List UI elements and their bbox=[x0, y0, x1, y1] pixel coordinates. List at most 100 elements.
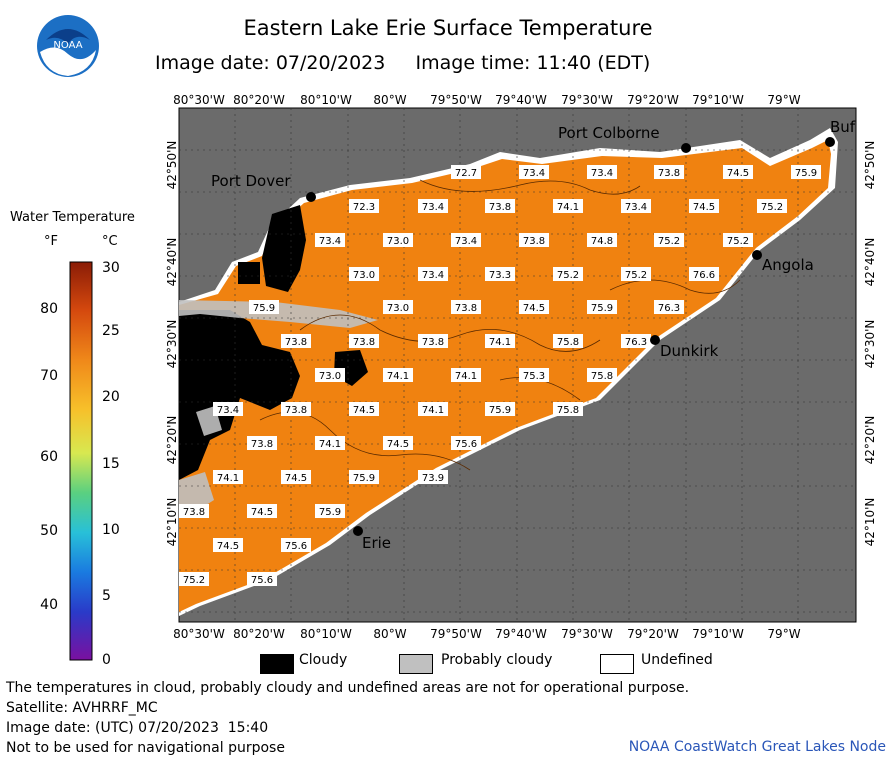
temperature-label-box bbox=[349, 199, 379, 213]
lon-label: 79°20'W bbox=[627, 627, 679, 641]
temperature-label: 73.4 bbox=[621, 199, 651, 213]
temperature-label-box bbox=[418, 334, 448, 348]
place-label: Port Colborne bbox=[558, 124, 660, 142]
temperature-label: 75.2 bbox=[654, 233, 684, 247]
temperature-label-box bbox=[757, 199, 787, 213]
footer-note: The temperatures in cloud, probably clou… bbox=[6, 680, 690, 696]
temperature-label: 73.0 bbox=[315, 368, 345, 382]
lon-label: 80°W bbox=[373, 627, 406, 641]
lon-label: 80°W bbox=[373, 93, 406, 107]
lat-label: 42°40'N bbox=[165, 238, 179, 287]
temperature-value: 74.1 bbox=[217, 473, 239, 484]
temperature-labels: 72.7 73.4 73.4 73.8 74.5 75.9 72.3 73.4 73.8 74.1… bbox=[179, 165, 821, 586]
temperature-label-box bbox=[553, 334, 583, 348]
place-label: Port Dover bbox=[211, 172, 291, 190]
temperature-value: 75.6 bbox=[455, 439, 477, 450]
colorbar-title: Water Temperature bbox=[10, 210, 135, 225]
temperature-label-box bbox=[281, 470, 311, 484]
temperature-label: 75.2 bbox=[179, 572, 209, 586]
temperature-value: 72.3 bbox=[353, 202, 375, 213]
image-date: Image date: 07/20/2023 bbox=[155, 52, 386, 74]
lon-label: 80°30'W bbox=[173, 627, 225, 641]
noaa-logo: NOAA bbox=[37, 15, 99, 77]
temperature-value: 73.8 bbox=[285, 337, 307, 348]
temperature-label: 74.5 bbox=[519, 300, 549, 314]
colorbar-f-tick: 70 bbox=[40, 368, 58, 384]
map-grid bbox=[179, 108, 856, 622]
temperature-value: 73.4 bbox=[217, 405, 239, 416]
temperature-label: 75.8 bbox=[587, 368, 617, 382]
temperature-label: 73.4 bbox=[519, 165, 549, 179]
colorbar-c-tick: 0 bbox=[102, 652, 111, 668]
temperature-value: 74.5 bbox=[353, 405, 375, 416]
temperature-label: 75.9 bbox=[587, 300, 617, 314]
temperature-label-box bbox=[654, 233, 684, 247]
temperature-label-box bbox=[383, 436, 413, 450]
temperature-label: 75.6 bbox=[451, 436, 481, 450]
temperature-label-box bbox=[689, 199, 719, 213]
temperature-label-box bbox=[791, 165, 821, 179]
temperature-label-box bbox=[553, 267, 583, 281]
colorbar-c-tick: 20 bbox=[102, 389, 120, 405]
temperature-value: 73.8 bbox=[523, 236, 545, 247]
temperature-label: 75.6 bbox=[281, 538, 311, 552]
lon-label: 80°10'W bbox=[300, 627, 352, 641]
lat-label: 42°40'N bbox=[863, 238, 877, 287]
temperature-value: 73.4 bbox=[422, 270, 444, 281]
temperature-value: 75.8 bbox=[557, 405, 579, 416]
temperature-label-box bbox=[247, 572, 277, 586]
temperature-label: 73.8 bbox=[179, 504, 209, 518]
temperature-value: 73.4 bbox=[625, 202, 647, 213]
temperature-label-box bbox=[587, 300, 617, 314]
temperature-label: 74.5 bbox=[281, 470, 311, 484]
temperature-label-box bbox=[418, 470, 448, 484]
colorbar-f-tick: 50 bbox=[40, 523, 58, 539]
place-label: Buf bbox=[830, 118, 856, 136]
temperature-label-box bbox=[315, 504, 345, 518]
lon-label: 79°30'W bbox=[561, 627, 613, 641]
temperature-label: 73.4 bbox=[451, 233, 481, 247]
lon-label: 79°20'W bbox=[627, 93, 679, 107]
temperature-value: 75.8 bbox=[591, 371, 613, 382]
temperature-label: 74.5 bbox=[383, 436, 413, 450]
noaa-logo-text: NOAA bbox=[53, 40, 82, 51]
temperature-label: 74.1 bbox=[315, 436, 345, 450]
temperature-label-box bbox=[179, 504, 209, 518]
temperature-value: 75.2 bbox=[557, 270, 579, 281]
lat-labels-left: 42°50'N 42°40'N 42°30'N 42°20'N 42°10'N bbox=[165, 141, 179, 547]
temperature-label-box bbox=[519, 300, 549, 314]
temperature-value: 73.0 bbox=[353, 270, 375, 281]
temperature-label: 73.0 bbox=[349, 267, 379, 281]
temperature-label-box bbox=[249, 300, 279, 314]
temperature-label-box bbox=[213, 538, 243, 552]
temperature-label: 73.4 bbox=[418, 199, 448, 213]
temperature-label-box bbox=[485, 267, 515, 281]
colorbar-c-tick: 5 bbox=[102, 588, 111, 604]
temperature-value: 73.4 bbox=[591, 168, 613, 179]
lat-labels-right: 42°50'N 42°40'N 42°30'N 42°20'N 42°10'N bbox=[863, 141, 877, 547]
lat-label: 42°50'N bbox=[165, 141, 179, 190]
temperature-label-box bbox=[281, 402, 311, 416]
temperature-value: 73.8 bbox=[251, 439, 273, 450]
colorbar-f-tick: 40 bbox=[40, 597, 58, 613]
temperature-label: 73.8 bbox=[418, 334, 448, 348]
place-markers: Port Colborne Port Dover Buf Angola Dunk… bbox=[211, 118, 856, 552]
temperature-value: 73.8 bbox=[455, 303, 477, 314]
unit-fahrenheit: °F bbox=[44, 234, 58, 249]
temperature-label: 74.1 bbox=[485, 334, 515, 348]
temperature-value: 72.7 bbox=[455, 168, 477, 179]
temperature-label-box bbox=[383, 368, 413, 382]
temperature-label-box bbox=[553, 402, 583, 416]
temperature-value: 75.9 bbox=[353, 473, 375, 484]
lat-label: 42°50'N bbox=[863, 141, 877, 190]
lon-labels-top: 80°30'W 80°20'W 80°10'W 80°W 79°50'W 79°… bbox=[173, 93, 801, 107]
temperature-label-box bbox=[621, 334, 651, 348]
lat-label: 42°20'N bbox=[165, 416, 179, 465]
temperature-label: 73.8 bbox=[519, 233, 549, 247]
temperature-label: 73.9 bbox=[418, 470, 448, 484]
temperature-label: 75.8 bbox=[553, 402, 583, 416]
temperature-label: 74.8 bbox=[587, 233, 617, 247]
temperature-label-box bbox=[451, 436, 481, 450]
footer-credit: NOAA CoastWatch Great Lakes Node bbox=[628, 739, 886, 755]
temperature-label-box bbox=[485, 199, 515, 213]
